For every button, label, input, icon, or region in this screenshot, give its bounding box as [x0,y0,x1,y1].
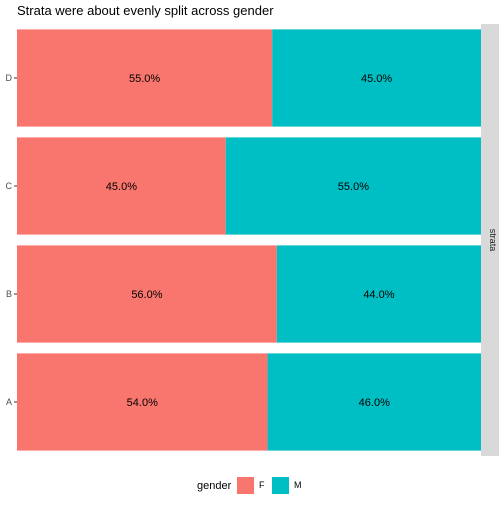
facet-strip-background [481,24,499,456]
y-tick-label-B: B [6,289,12,299]
facet-strip-label: strata [488,229,498,252]
data-label-F-B: 56.0% [131,289,162,301]
data-label-F-C: 45.0% [106,181,137,193]
legend: gender F M [197,477,302,494]
legend-label-F: F [259,480,265,490]
bar-M-C [225,137,481,235]
bar-F-D [17,29,273,127]
legend-key-F [237,477,254,494]
legend-title: gender [197,480,232,492]
data-label-M-B: 44.0% [363,289,394,301]
bar-F-A [17,353,268,451]
y-tick-labels: A B C D [6,73,17,407]
y-tick-label-C: C [6,181,13,191]
data-label-F-D: 55.0% [129,73,160,85]
bars-group: 54.0% 46.0% 56.0% 44.0% 45.0% 55.0% 55.0% 45.0% [17,29,481,451]
data-label-F-A: 54.0% [127,397,158,409]
bar-M-B [276,245,481,343]
bar-M-A [267,353,481,451]
legend-label-M: M [294,480,302,490]
legend-key-M [272,477,289,494]
data-label-M-C: 55.0% [338,181,369,193]
bar-F-B [17,245,277,343]
bar-M-D [272,29,481,127]
data-label-M-A: 46.0% [359,397,390,409]
y-tick-label-A: A [6,397,12,407]
y-tick-label-D: D [6,73,13,83]
chart-title: Strata were about evenly split across ge… [17,3,274,18]
bar-F-C [17,137,226,235]
data-label-M-D: 45.0% [361,73,392,85]
facet-strip: strata [481,24,499,456]
